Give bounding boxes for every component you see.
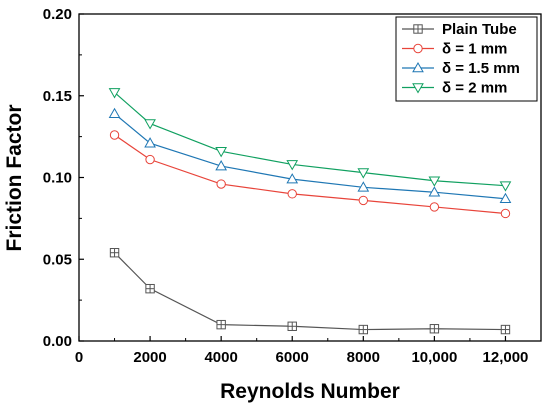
axes: 0 2000 4000 6000 8000 10,000 12,000 0.00 0.05 0.1… (43, 6, 542, 366)
data-point (499, 192, 512, 204)
y-tick-label: 0.20 (43, 6, 72, 23)
legend-marker (412, 83, 424, 94)
x-tick-label: 8000 (347, 349, 380, 366)
data-point (287, 189, 297, 199)
data-point (429, 324, 440, 334)
x-axis-title: Reynolds Number (220, 380, 400, 403)
x-tick-label: 10,000 (411, 349, 457, 366)
data-point (145, 154, 155, 165)
data-point (109, 248, 120, 258)
data-point (358, 324, 369, 335)
data-point (215, 147, 228, 158)
legend-label: Plain Tube (442, 21, 517, 38)
legend-marker (412, 61, 424, 73)
legend-label: δ = 1 mm (442, 41, 507, 58)
data-point (428, 186, 441, 197)
data-point (108, 107, 121, 119)
plot-area (108, 88, 512, 335)
data-point (499, 181, 512, 192)
data-point (215, 160, 228, 171)
legend-marker (413, 43, 423, 54)
data-point (216, 319, 226, 330)
data-point (286, 160, 299, 171)
data-point (357, 168, 370, 179)
x-tick-label: 12,000 (483, 349, 529, 366)
data-point (144, 137, 156, 148)
x-tick-label: 2000 (133, 349, 166, 366)
series-line-4 (114, 92, 506, 187)
data-point (108, 88, 121, 99)
y-tick-label: 0.15 (43, 88, 72, 105)
data-point (428, 176, 441, 187)
series-line-1 (114, 252, 506, 331)
legend-marker (413, 24, 423, 34)
legend-label: δ = 1.5 mm (442, 60, 520, 77)
series-line-2 (114, 134, 506, 215)
x-tick-label: 6000 (276, 349, 309, 366)
legend-label: δ = 2 mm (442, 80, 507, 97)
legend: Plain Tube δ = 1 mm δ = 1.5 mm δ = 2 mm (395, 16, 538, 102)
data-point (500, 208, 511, 219)
y-tick-label: 0.10 (43, 170, 72, 187)
y-tick-label: 0.05 (43, 251, 72, 268)
data-point (357, 181, 370, 192)
data-point (286, 173, 299, 184)
data-point (216, 179, 226, 189)
data-point (109, 130, 120, 140)
data-point (429, 202, 440, 212)
y-tick-label: 0.00 (43, 333, 72, 350)
x-tick-label: 0 (75, 349, 83, 366)
data-point (144, 119, 156, 130)
series-line-3 (114, 113, 506, 200)
data-point (145, 283, 155, 294)
x-tick-label: 4000 (204, 349, 237, 366)
data-point (500, 324, 511, 335)
data-point (358, 195, 369, 206)
data-point (287, 321, 297, 331)
y-axis-title: Friction Factor (3, 104, 26, 251)
